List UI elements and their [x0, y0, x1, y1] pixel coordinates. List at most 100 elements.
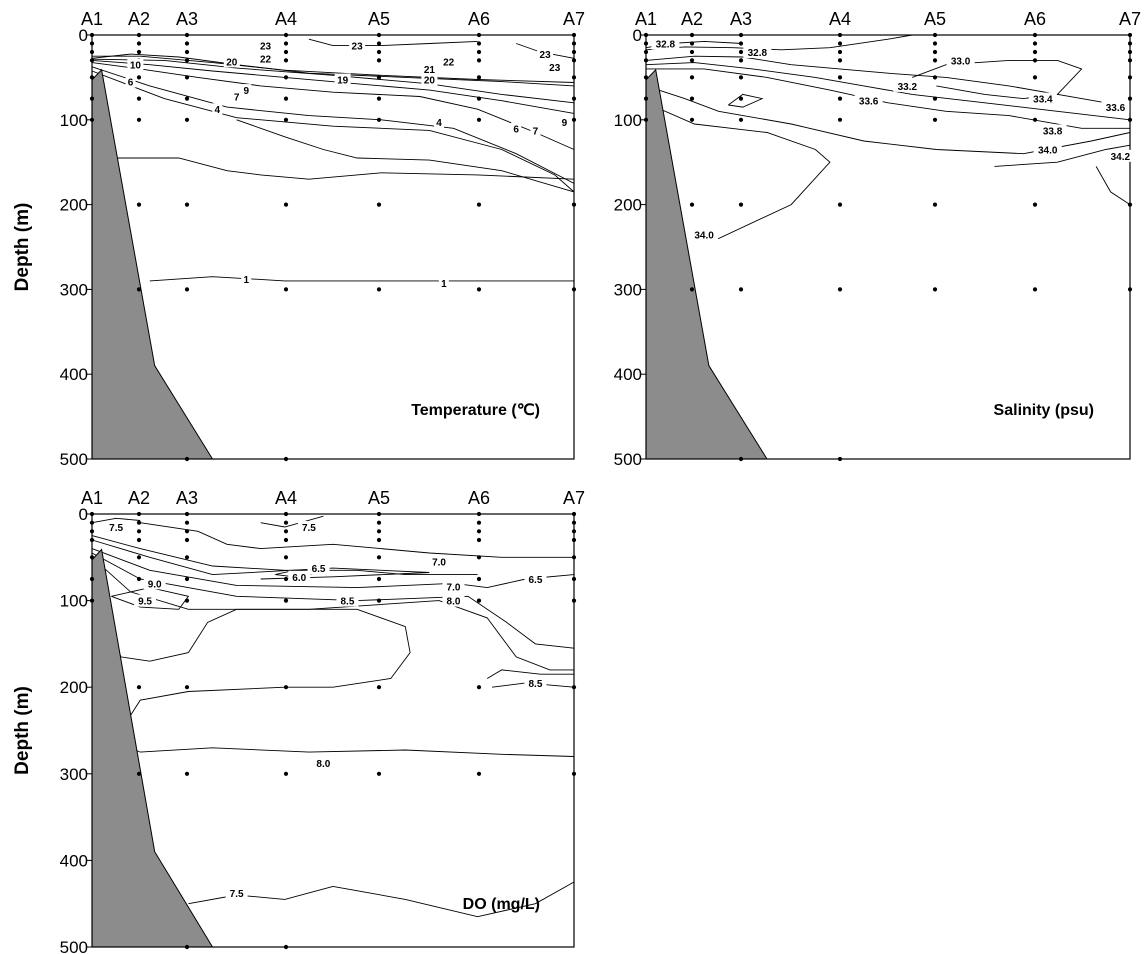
contour-line [140, 522, 574, 558]
contour-label: 22 [443, 57, 455, 68]
contour-label: 22 [260, 54, 272, 65]
sample-point [184, 58, 190, 63]
sample-point [689, 117, 695, 122]
sample-point [1032, 75, 1038, 80]
sample-point [136, 685, 142, 690]
panel-title: Temperature (℃) [411, 402, 540, 419]
sample-point [136, 555, 142, 560]
contour-label: 8.5 [528, 679, 542, 690]
station-label: A1 [635, 9, 657, 29]
contour-label: 23 [549, 63, 561, 74]
contour-label-bg [105, 520, 128, 533]
sample-point [283, 576, 289, 582]
contour-label: 33.6 [1106, 103, 1126, 114]
sample-point [376, 685, 382, 690]
sample-point [89, 75, 95, 80]
sample-point [476, 32, 482, 38]
y-tick-label: 0 [79, 26, 88, 45]
sample-point [184, 685, 190, 690]
contour-label: 9.5 [138, 597, 152, 608]
sample-point [376, 117, 382, 122]
sample-point [476, 202, 482, 207]
sample-point [1127, 117, 1133, 122]
contour-label-bg [1028, 92, 1057, 105]
contour-label: 19 [337, 76, 349, 87]
contour-label-bg [288, 570, 311, 583]
y-tick-label: 300 [60, 280, 88, 299]
contour-label: 23 [540, 50, 552, 61]
contour-label-bg [1101, 101, 1130, 114]
contour-label: 7.5 [109, 523, 123, 534]
sample-point [738, 75, 744, 80]
sample-point [932, 41, 938, 46]
sample-point [376, 202, 382, 207]
sample-point [571, 58, 577, 63]
sample-point [283, 944, 289, 950]
sample-point [932, 202, 938, 207]
sample-point [1127, 41, 1133, 46]
sample-point [571, 576, 577, 582]
sample-point [283, 117, 289, 122]
y-tick-label: 0 [79, 505, 88, 524]
station-label: A3 [730, 9, 752, 29]
plot-frame [645, 34, 1131, 460]
sample-point [643, 96, 649, 101]
sample-point [376, 771, 382, 776]
contour-lines [645, 34, 1131, 239]
contour-label: 33.6 [859, 97, 879, 108]
sample-point [376, 41, 382, 46]
contour-label-bg [854, 94, 883, 107]
sample-point [837, 41, 843, 46]
contour-label-bg [349, 39, 366, 52]
contour-label: 33.2 [898, 82, 918, 93]
y-tick-label: 400 [60, 851, 88, 870]
contour-label: 9 [243, 86, 249, 97]
contour-line [91, 53, 575, 87]
station-label: A2 [128, 9, 150, 29]
contour-label: 33.0 [951, 56, 971, 67]
station-label: A1 [81, 9, 103, 29]
contour-line [1095, 166, 1131, 205]
contour-label: 9 [562, 118, 568, 129]
sample-point [1127, 202, 1133, 207]
contour-label-bg [307, 562, 330, 575]
contour-label: 6.5 [528, 575, 542, 586]
sample-point [376, 96, 382, 101]
station-label: A7 [563, 9, 585, 29]
contour-line [91, 578, 411, 731]
contour-label-bg [893, 79, 922, 92]
y-tick-label: 100 [60, 592, 88, 611]
y-axis-label: Depth (m) [12, 203, 33, 292]
salinity-panel: A1 A2 A3 A4 A5 A6 A7 0 100 200 300 400 500 32.8 32.8 33… [614, 9, 1141, 469]
sample-point [376, 555, 382, 560]
contour-line [91, 552, 575, 649]
sample-point [283, 520, 289, 525]
contour-label: 20 [226, 57, 238, 68]
plot-frame [91, 34, 575, 460]
sample-point [1127, 58, 1133, 63]
station-label: A4 [275, 488, 297, 508]
sample-point [136, 75, 142, 80]
sample-point [376, 75, 382, 80]
sample-point [571, 529, 577, 534]
contour-label-bg [1033, 143, 1062, 156]
sample-point [571, 537, 577, 543]
sample-point [184, 202, 190, 207]
contour-line [91, 539, 430, 580]
contour-label-bg [651, 37, 680, 50]
contour-line [645, 55, 1131, 108]
y-tick-label: 100 [614, 111, 642, 130]
sample-point [932, 49, 938, 55]
sample-point [136, 117, 142, 122]
contour-label-bg [212, 103, 223, 116]
station-label: A4 [275, 9, 297, 29]
contour-label: 8.0 [447, 597, 461, 608]
sample-point [476, 555, 482, 560]
contour-line [91, 517, 141, 524]
sample-point [136, 287, 142, 292]
sample-point [376, 49, 382, 55]
sample-point [283, 771, 289, 776]
station-label: A7 [1119, 9, 1141, 29]
sample-point [376, 598, 382, 603]
contour-label-bg [743, 45, 772, 58]
